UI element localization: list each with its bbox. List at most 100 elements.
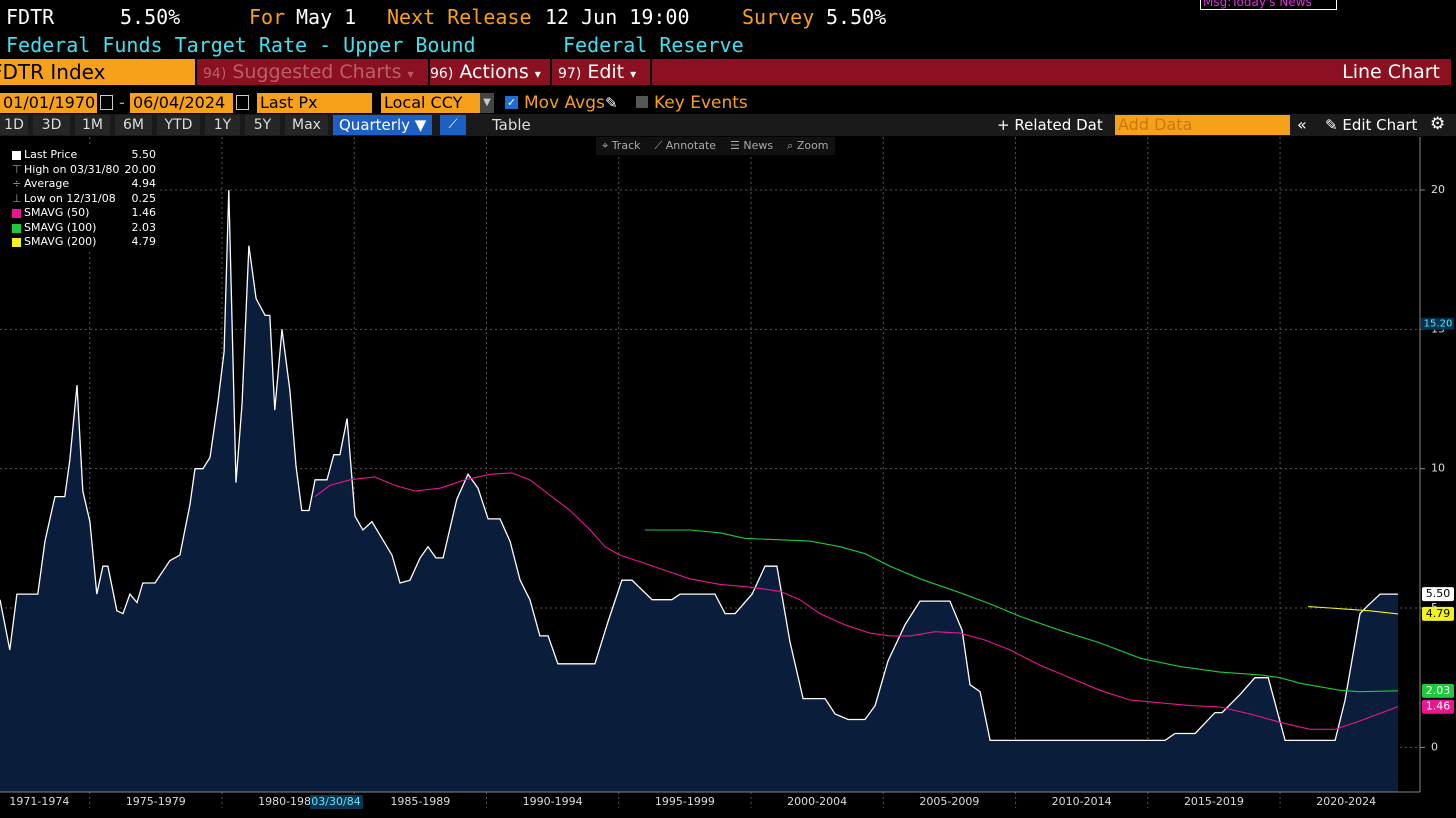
x-tick-label: 2000-2004 [787,795,847,808]
chart-tool[interactable]: ⟋ Annotate [654,139,717,152]
menu-item[interactable]: 94) Suggested Charts ▾ [197,59,430,85]
menu-num: 96) [430,66,454,82]
x-tick-label: 1971-1974 [9,795,69,808]
chart-tool-label: Track [611,139,641,152]
menu-item[interactable]: 96) Actions ▾ [425,59,552,85]
legend-entry: ⊥ Low on 12/31/08 0.25 [0,192,160,207]
legend-label: Low on 12/31/08 [24,191,116,205]
header-value: 5.50% [120,5,181,29]
period-button[interactable]: 1M [75,115,110,135]
checkbox-checked[interactable]: ✓ [505,96,518,109]
period-button[interactable]: 1Y [205,115,240,135]
legend-value: 5.50 [131,148,157,161]
menu-label: Suggested Charts [232,61,402,83]
dropdown-arrow[interactable]: ▼ [480,93,494,113]
period-button[interactable]: 6M [115,115,152,135]
chart-tool-label: Zoom [796,139,829,152]
legend-swatch [12,238,21,247]
y-tick-label: 0 [1431,740,1438,753]
y-tick-label: 10 [1431,462,1445,475]
legend-value: 4.79 [131,235,157,248]
edit-chart[interactable]: ✎ Edit Chart [1325,116,1418,134]
survey-value: 5.50% [826,5,887,29]
legend-entry: ⊤ High on 03/31/80 20.00 [0,163,160,178]
period-button[interactable]: 1D [0,115,28,135]
for-value: May 1 [296,5,357,29]
x-tick-label: 1975-1979 [126,795,186,808]
key-events[interactable]: Key Events [654,93,748,113]
legend-value: 1.46 [131,206,157,219]
legend-value: 0.25 [131,191,157,205]
x-tick-label: 1990-1994 [523,795,583,808]
line [1308,606,1399,615]
related-label: Related Dat [1014,116,1103,134]
pencil-icon[interactable]: ✎ [605,94,618,112]
value-marker [1422,699,1454,714]
x-tick-label: 1985-1989 [390,795,450,808]
value-marker [1422,683,1454,698]
legend-entry: SMAVG (50) 1.46 [0,206,160,221]
legend-value: 20.00 [124,162,157,176]
currency[interactable]: Local CCY [381,93,480,113]
legend-entry: Last Price 5.50 [0,148,160,163]
cursor-date-box [310,795,363,809]
menu-bar [197,59,1451,85]
legend-entry: ÷ Average 4.94 [0,177,160,192]
legend-glyph: ⊤ [12,162,22,176]
legend-label: High on 03/31/80 [24,162,120,176]
chart-tool-label: News [743,139,774,152]
collapse-icon[interactable]: « [1297,115,1307,134]
settings-icon[interactable]: ⚙ [1430,114,1446,134]
news-message[interactable]: Msg:Today's News [1200,0,1337,10]
calendar-icon[interactable] [236,95,249,110]
period-button[interactable]: 3D [33,115,70,135]
mov-avgs[interactable]: Mov Avgs [524,93,605,113]
ticker: FDTR [6,5,55,29]
field[interactable]: Last Px [257,93,372,113]
chart-tool[interactable]: ☰ News [730,139,774,152]
add-data[interactable]: Add Data [1115,115,1290,135]
legend-entry: SMAVG (100) 2.03 [0,221,160,236]
source: Federal Reserve [563,33,744,57]
security-box[interactable]: FDTR Index [0,59,195,85]
legend-label: Last Price [24,148,78,161]
legend-value: 4.94 [131,177,157,190]
next-value: 12 Jun 19:00 [545,5,690,29]
legend-label: SMAVG (100) [24,220,97,234]
table-button[interactable]: Table [492,116,531,134]
calendar-icon[interactable] [100,95,113,110]
period-button[interactable]: Max [285,115,328,135]
security: FDTR Index [0,60,106,84]
next-label: Next Release [387,5,532,29]
period-button[interactable]: 5Y [245,115,280,135]
value-marker [1422,587,1454,602]
chart-tool[interactable]: ⌖ Track [602,139,641,152]
checkbox[interactable] [636,96,648,108]
start-date[interactable]: 01/01/1970 [0,93,97,113]
legend-glyph: ÷ [12,177,22,190]
x-tick-label: 1980-1984 [258,795,318,808]
cursor-marker [1421,317,1454,330]
chart-icon[interactable]: ⟋ [440,115,466,135]
end-date[interactable]: 06/04/2024 [130,93,233,113]
x-tick-label: 2020-2024 [1316,795,1376,808]
menu-item[interactable]: 97) Edit ▾ [553,59,652,85]
legend-swatch [12,151,21,160]
menu-label: Actions [459,61,529,83]
chart-tool[interactable]: ⌕ Zoom [787,139,829,152]
value-marker-label: 1.46 [1426,700,1451,713]
legend-swatch [12,223,21,233]
related-data[interactable]: + Related Dat [997,116,1103,134]
x-tick-label: 2015-2019 [1184,795,1244,808]
legend: Last Price 5.50 ⊤ High on 03/31/80 20.00 ÷ Ave… [0,147,160,251]
frequency[interactable]: Quarterly ▼ [333,115,432,135]
edit-chart-label: Edit Chart [1342,116,1418,134]
survey-label: Survey [742,5,815,29]
line [0,189,1398,742]
legend-label: SMAVG (50) [24,206,90,219]
period-button[interactable]: YTD [157,115,200,135]
legend-value: 2.03 [131,220,157,234]
frequency-label: Quarterly [339,116,410,134]
chart-tools: ⌖ Track ⟋ Annotate ☰ News ⌕ Zoom [596,137,835,155]
